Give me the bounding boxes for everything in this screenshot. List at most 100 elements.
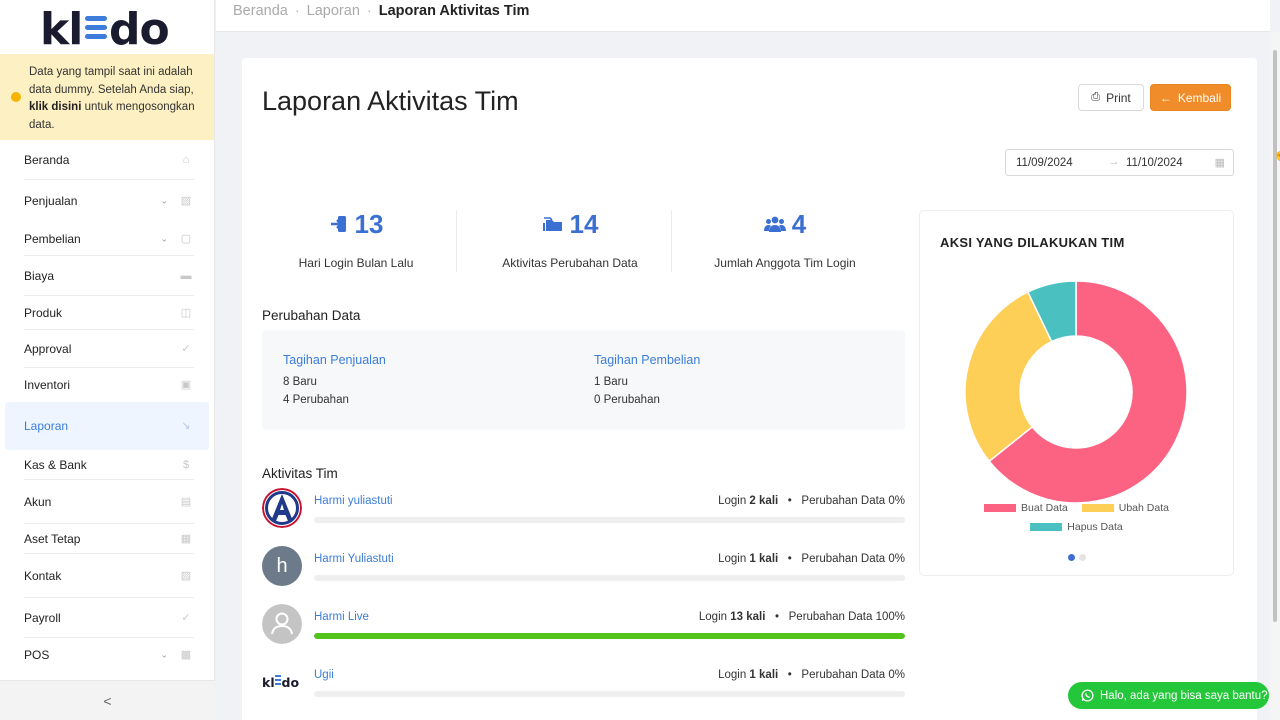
legend-item[interactable]: Hapus Data [1030,521,1123,533]
mouse-cursor-icon: ☝ [1273,146,1280,162]
kledo-logo-icon: kl do [40,5,170,49]
kledo-logo[interactable]: kl do [0,0,214,54]
change-progress-bar [314,691,905,697]
carousel-dot[interactable] [1078,554,1086,561]
stat-label: Jumlah Anggota Tim Login [714,256,856,270]
carousel-dot[interactable] [1067,554,1075,561]
donut-slice-ubah-data[interactable] [964,290,1053,463]
check-circle-icon: ✓ [181,612,191,624]
team-member-name[interactable]: Harmi Live [314,611,369,623]
whatsapp-icon [1081,689,1094,702]
book-icon: ▤ [180,496,192,508]
users-icon [763,216,786,232]
stat-data-changes: 14 Aktivitas Perubahan Data [470,208,670,271]
sidebar-collapse-button[interactable]: < [0,680,215,720]
login-icon [330,216,346,232]
perubahan-col: Tagihan Penjualan 8 Baru 4 Perubahan [283,353,386,406]
legend-item[interactable]: Buat Data [984,502,1068,514]
calendar-icon: ▦ [1214,157,1225,169]
sidebar-item-label: Inventori [24,378,71,392]
sidebar-item-label: Kas & Bank [24,458,87,472]
warning-dot-icon [11,92,21,102]
sidebar-item-payroll[interactable]: Payroll ✓ [0,598,214,638]
aktivitas-tim-heading: Aktivitas Tim [262,466,338,481]
contact-card-icon: ▨ [180,570,192,582]
sidebar-item-inventori[interactable]: Inventori ▣ [0,368,214,402]
perubahan-data-heading: Perubahan Data [262,308,361,323]
change-progress-bar [314,633,905,639]
kledo-avatar-icon: kl do [262,675,300,690]
breadcrumb-laporan[interactable]: Laporan [306,3,360,19]
page-scrollbar[interactable] [1270,32,1280,720]
sidebar-item-kontak[interactable]: Kontak ▨ [0,554,214,598]
shopping-basket-icon: ▧ [180,195,192,207]
check-icon: ✓ [181,343,191,355]
donut-slice-buat-data[interactable] [988,280,1188,503]
whatsapp-chat-button[interactable]: Halo, ada yang bisa saya bantu? [1068,682,1269,709]
building-icon: ▦ [180,533,192,545]
briefcase-icon: ▣ [180,379,192,391]
sidebar-item-approval[interactable]: Approval ✓ [0,330,214,368]
back-button[interactable]: ← Kembali [1150,84,1231,111]
actions-chart-panel: AKSI YANG DILAKUKAN TIM Buat Data Ubah Da… [919,210,1234,576]
home-icon: ⌂ [182,154,190,166]
sidebar-item-label: Biaya [24,269,55,283]
credit-card-icon: ▬ [180,270,192,282]
scrollbar-thumb[interactable] [1273,50,1277,622]
stat-login-days: 13 Hari Login Bulan Lalu [256,208,456,271]
sidebar-item-label: Aset Tetap [24,532,81,546]
team-row: kl do Ugii Login 1 kali • Perubahan Data… [262,662,905,710]
team-member-name[interactable]: Ugii [314,669,334,681]
sidebar-item-beranda[interactable]: Beranda ⌂ [0,140,214,180]
chart-legend: Buat Data Ubah Data [920,502,1233,515]
date-range-picker[interactable]: 11/09/2024 → 11/10/2024 ▦ [1005,149,1234,176]
clear-data-link[interactable]: klik disini [29,101,82,113]
page-title: Laporan Aktivitas Tim [262,86,519,116]
line-chart-icon: ↘ [181,420,191,432]
sidebar-item-label: Payroll [24,611,61,625]
tagihan-penjualan-link[interactable]: Tagihan Penjualan [283,353,386,367]
chevron-down-icon: ⌄ [160,649,168,660]
sidebar-item-biaya[interactable]: Biaya ▬ [0,256,214,296]
sidebar-item-produk[interactable]: Produk ◫ [0,296,214,330]
date-from[interactable]: 11/09/2024 [1016,157,1073,169]
sidebar-item-penjualan[interactable]: Penjualan ⌄ ▧ [0,180,214,222]
sidebar-item-label: Beranda [24,153,70,167]
legend-item[interactable]: Ubah Data [1081,502,1169,514]
printer-icon: ⎙ [1091,91,1101,103]
chevron-down-icon: ⌄ [160,195,168,206]
donut-slice-hapus-data[interactable] [1026,280,1077,343]
stat-value: 13 [354,208,384,239]
sidebar-item-akun[interactable]: Akun ▤ [0,480,214,524]
sidebar-item-label: POS [24,648,50,662]
sidebar-item-pembelian[interactable]: Pembelian ⌄ ▢ [0,222,214,256]
team-member-name[interactable]: Harmi yuliastuti [314,495,393,507]
sidebar-item-laporan[interactable]: Laporan ↘ [5,402,209,450]
team-member-name[interactable]: Harmi Yuliastuti [314,553,394,565]
shopping-bag-icon: ▢ [180,233,192,245]
avatar: h [262,546,302,586]
stat-label: Hari Login Bulan Lalu [298,256,414,270]
print-button[interactable]: ⎙ Print [1078,84,1144,111]
report-card: Laporan Aktivitas Tim ⎙ Print ← Kembali … [242,58,1257,720]
sidebar-item-aset-tetap[interactable]: Aset Tetap ▦ [0,524,214,554]
svg-text:do: do [282,675,300,690]
sidebar-item-label: Pembelian [24,232,81,246]
date-to[interactable]: 11/10/2024 [1126,157,1183,169]
change-progress-bar [314,575,905,581]
sidebar-item-pos[interactable]: POS ⌄ ▩ [0,638,214,672]
sidebar-item-label: Produk [24,306,63,320]
dummy-data-notice: Data yang tampil saat ini adalah data du… [0,54,214,140]
tagihan-pembelian-link[interactable]: Tagihan Pembelian [594,353,701,367]
team-row: Harmi Live Login 13 kali • Perubahan Dat… [262,604,905,652]
svg-text:kl: kl [40,5,82,49]
dollar-icon: $ [182,459,190,471]
breadcrumb-beranda[interactable]: Beranda [233,3,288,19]
stat-team-members: 4 Jumlah Anggota Tim Login [685,208,885,271]
sidebar-item-kas-bank[interactable]: Kas & Bank $ [0,450,214,480]
breadcrumb: Beranda · Laporan · Laporan Aktivitas Ti… [216,0,1270,32]
arrow-left-icon: ← [1159,90,1172,105]
donut-chart [964,280,1188,503]
sidebar-item-label: Approval [24,342,72,356]
folders-icon [542,217,562,231]
